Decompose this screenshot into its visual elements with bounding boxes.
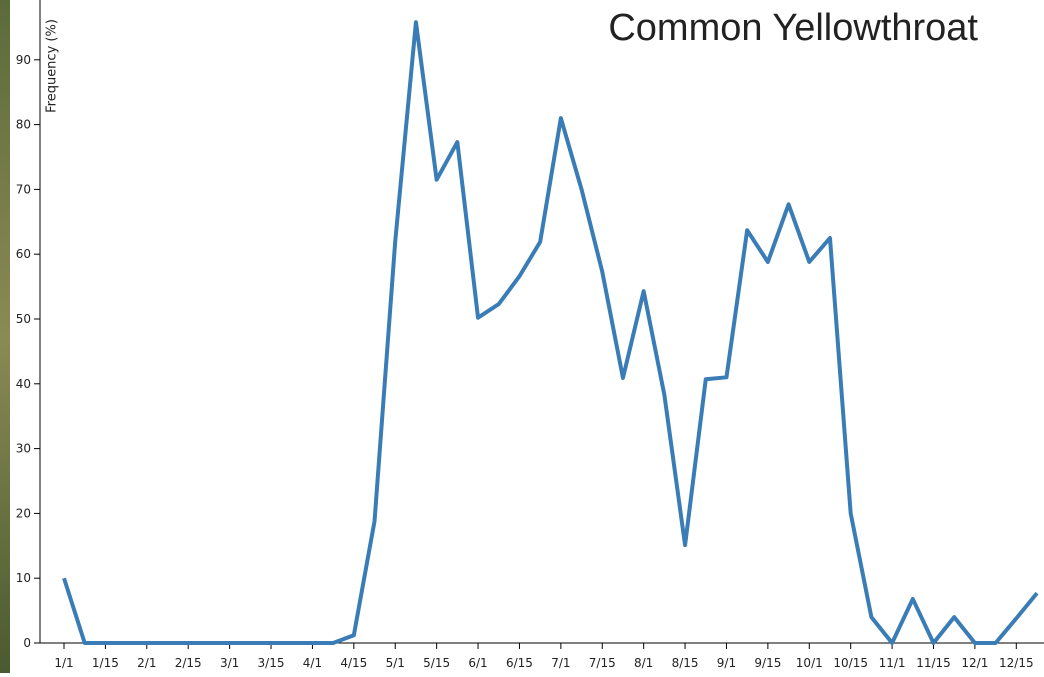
x-tick-label: 5/15 — [423, 656, 450, 670]
x-tick-label: 12/1 — [961, 656, 988, 670]
y-tick-label: 90 — [16, 53, 31, 67]
chart-title: Common Yellowthroat — [608, 7, 978, 49]
x-tick-label: 11/1 — [879, 656, 906, 670]
y-tick-label: 40 — [16, 377, 31, 391]
x-tick-label: 7/1 — [551, 656, 570, 670]
x-tick-label: 2/15 — [175, 656, 202, 670]
x-tick-label: 6/1 — [468, 656, 487, 670]
x-tick-label: 9/15 — [754, 656, 781, 670]
data-line — [62, 20, 1039, 645]
y-tick-label: 0 — [23, 636, 31, 650]
y-tick-label: 60 — [16, 247, 31, 261]
x-tick-label: 9/1 — [717, 656, 736, 670]
y-tick-label: 70 — [16, 182, 31, 196]
x-tick-label: 5/1 — [386, 656, 405, 670]
x-tick-label: 8/1 — [634, 656, 653, 670]
x-tick-label: 1/1 — [54, 656, 73, 670]
x-tick-label: 1/15 — [92, 656, 119, 670]
x-tick-label: 6/15 — [506, 656, 533, 670]
x-tick-label: 11/15 — [916, 656, 951, 670]
y-tick-label: 20 — [16, 506, 31, 520]
x-tick-label: 3/15 — [258, 656, 285, 670]
x-tick-label: 4/15 — [340, 656, 367, 670]
y-axis-label: Frequency (%) — [45, 19, 60, 113]
y-tick-label: 30 — [16, 442, 31, 456]
y-tick-label: 10 — [16, 571, 31, 585]
y-tick-label: 80 — [16, 118, 31, 132]
x-tick-label: 12/15 — [999, 656, 1034, 670]
x-tick-label: 2/1 — [137, 656, 156, 670]
x-tick-label: 3/1 — [220, 656, 239, 670]
y-tick-label: 50 — [16, 312, 31, 326]
x-tick-label: 4/1 — [303, 656, 322, 670]
background-photo-edge — [0, 0, 10, 673]
x-tick-label: 10/1 — [796, 656, 823, 670]
x-tick-label: 7/15 — [589, 656, 616, 670]
x-tick-label: 10/15 — [833, 656, 868, 670]
x-tick-label: 8/15 — [672, 656, 699, 670]
